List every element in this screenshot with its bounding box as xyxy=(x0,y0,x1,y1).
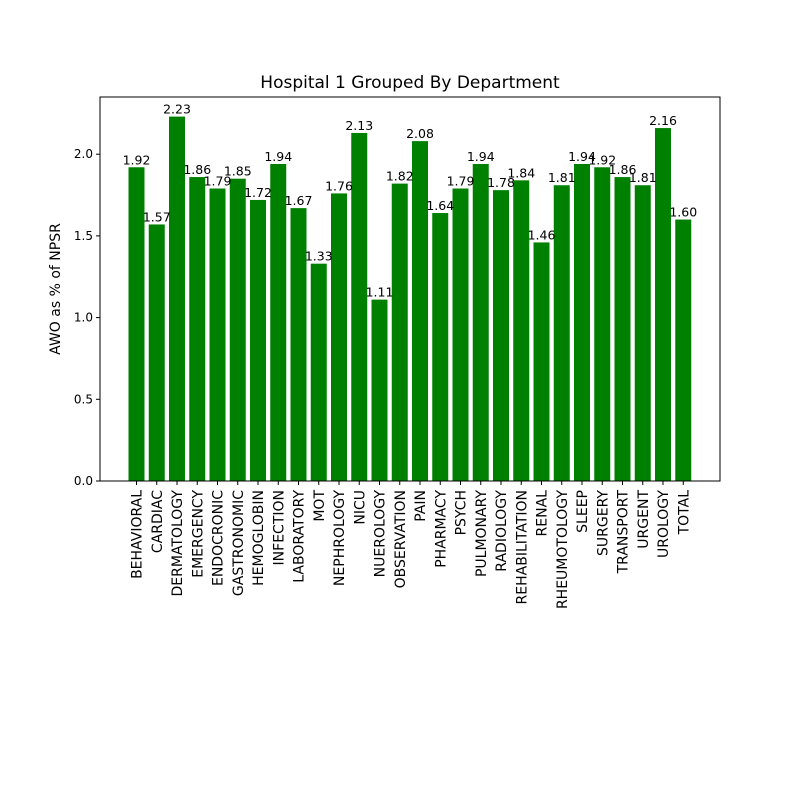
data-label: 1.86 xyxy=(183,162,211,177)
bar xyxy=(574,163,590,482)
x-tick-label: HEMOGLOBIN xyxy=(251,490,267,586)
data-label: 2.13 xyxy=(345,118,373,133)
bar xyxy=(169,116,185,481)
bar xyxy=(128,167,145,481)
x-tick-label: TRANSPORT xyxy=(616,490,632,575)
data-label: 1.46 xyxy=(528,227,556,242)
data-label: 1.94 xyxy=(568,149,596,164)
x-tick-label: INFECTION xyxy=(271,490,287,565)
chart-title: Hospital 1 Grouped By Department xyxy=(260,73,560,93)
data-label: 1.79 xyxy=(204,174,232,189)
bars-group xyxy=(128,116,692,482)
data-label: 2.16 xyxy=(649,113,677,128)
x-tick-label: RHEUMOTOLOGY xyxy=(555,490,571,609)
x-tick-label: CARDIAC xyxy=(150,490,166,553)
bar xyxy=(290,208,307,481)
x-tick-label: TOTAL xyxy=(676,490,692,536)
data-label: 1.92 xyxy=(588,152,616,167)
bar xyxy=(452,188,469,481)
x-tick-label: SURGERY xyxy=(595,490,611,556)
x-tick-label: NUEROLOGY xyxy=(373,490,389,578)
x-tick-label: EMERGENCY xyxy=(190,490,206,578)
x-tick-label: REHABILITATION xyxy=(514,490,530,604)
data-label: 1.94 xyxy=(467,149,495,164)
x-tick-label: PHARMACY xyxy=(433,490,449,568)
bar xyxy=(614,177,631,481)
bar xyxy=(594,167,611,481)
x-tick-label: SLEEP xyxy=(575,490,591,533)
y-tick-label: 0.5 xyxy=(74,392,93,406)
x-tick-label: NEPHROLOGY xyxy=(332,490,348,587)
data-label: 1.78 xyxy=(487,175,515,190)
bar xyxy=(655,128,671,481)
data-label: 1.76 xyxy=(325,178,353,193)
bar xyxy=(148,224,165,481)
bar xyxy=(553,185,570,482)
x-tick-label: PULMONARY xyxy=(474,490,490,577)
bar xyxy=(432,213,449,481)
data-label: 1.85 xyxy=(224,164,252,179)
data-label: 1.84 xyxy=(507,165,535,180)
y-tick-label: 2.0 xyxy=(74,147,93,161)
bar xyxy=(675,219,692,481)
data-label: 1.92 xyxy=(123,152,151,167)
y-tick-label: 0.0 xyxy=(74,474,93,488)
data-label: 1.82 xyxy=(386,169,414,184)
x-tick-label: UROLOGY xyxy=(656,490,672,558)
data-label: 2.08 xyxy=(406,126,434,141)
bar xyxy=(270,163,287,482)
x-tick-label: BEHAVIORAL xyxy=(130,490,146,579)
data-label: 1.72 xyxy=(244,185,272,200)
x-tick-label: OBSERVATION xyxy=(393,490,409,588)
bar xyxy=(189,177,206,481)
bar xyxy=(634,185,651,482)
bar xyxy=(351,132,368,482)
bar xyxy=(209,188,226,481)
data-label: 1.79 xyxy=(447,174,475,189)
y-axis-ticks: 0.0 0.5 1.0 1.5 2.0 xyxy=(74,147,100,488)
data-label: 2.23 xyxy=(163,102,191,117)
x-tick-label: MOT xyxy=(312,490,328,522)
x-tick-label: RENAL xyxy=(535,490,551,537)
data-label: 1.81 xyxy=(548,170,576,185)
data-label: 1.81 xyxy=(629,170,657,185)
bar xyxy=(533,242,550,481)
x-tick-label: PSYCH xyxy=(454,490,470,535)
y-tick-label: 1.0 xyxy=(74,311,93,325)
x-tick-label: DERMATOLOGY xyxy=(170,490,186,597)
x-tick-label: ENDOCRONIC xyxy=(211,490,227,586)
x-tick-label: URGENT xyxy=(636,490,652,549)
data-label: 1.86 xyxy=(609,162,637,177)
bar xyxy=(513,180,530,481)
data-label: 1.94 xyxy=(264,149,292,164)
x-tick-label: LABORATORY xyxy=(292,490,308,583)
x-tick-label: NICU xyxy=(352,490,368,525)
x-tick-label: PAIN xyxy=(413,490,429,522)
x-axis-ticks: BEHAVIORAL CARDIAC DERMATOLOGY EMERGENCY END… xyxy=(130,481,692,609)
x-tick-label: GASTRONOMIC xyxy=(231,490,247,596)
plot-area-frame xyxy=(99,96,721,482)
bar xyxy=(331,193,347,481)
bar xyxy=(229,178,246,481)
bar xyxy=(310,263,327,481)
data-label: 1.64 xyxy=(426,198,454,213)
bar xyxy=(250,199,266,481)
data-label: 1.67 xyxy=(285,193,313,208)
x-tick-label: RADIOLOGY xyxy=(494,490,510,572)
y-tick-label: 1.5 xyxy=(74,229,93,243)
bar xyxy=(391,183,408,481)
bar xyxy=(493,190,509,481)
data-label: 1.60 xyxy=(669,205,697,220)
data-label: 1.11 xyxy=(366,285,394,300)
bar xyxy=(472,163,489,482)
data-labels-group: 1.921.572.231.861.791.851.721.941.671.33… xyxy=(123,102,698,300)
bar xyxy=(371,299,388,481)
data-label: 1.57 xyxy=(143,209,171,224)
data-label: 1.33 xyxy=(305,249,333,264)
bar xyxy=(412,141,428,482)
y-axis-label: AWO as % of NPSR xyxy=(48,223,64,355)
